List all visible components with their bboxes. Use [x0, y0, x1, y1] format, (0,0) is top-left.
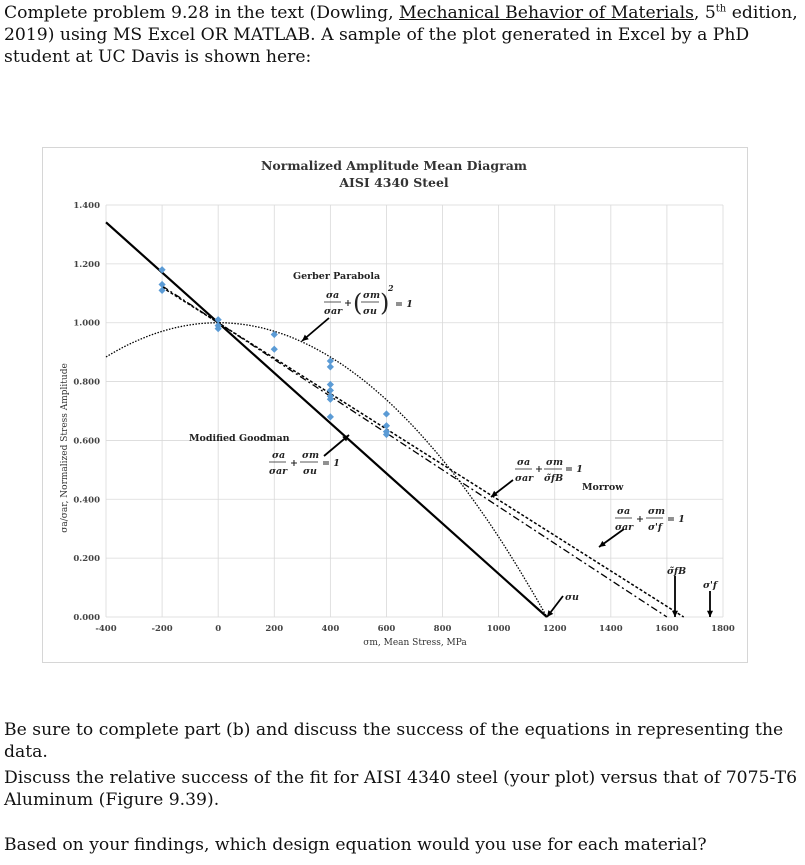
morrow-arrow-head: [599, 540, 606, 547]
morrow-eq-rhs: = 1: [667, 514, 685, 525]
gerber-arrow-head: [302, 334, 309, 341]
gerber-eq-exp: 2: [387, 283, 394, 293]
data-point: [326, 380, 334, 389]
gerber-eq-su: σu: [363, 306, 377, 317]
gerber-eq-rparen: ): [380, 289, 389, 317]
sigma-u-arrow-head: [547, 610, 554, 617]
goodman-eq-sa: σa: [272, 450, 285, 461]
morrow-eq-sar: σar: [615, 522, 634, 533]
x-tick-label: -400: [95, 624, 116, 634]
data-point: [270, 345, 278, 353]
goodman-arrow-head: [342, 435, 349, 442]
x-tick-label: 400: [321, 624, 339, 634]
intro-text-1: Complete problem 9.28 in the text (Dowli…: [4, 3, 400, 23]
gerber-eq-lparen: (: [353, 289, 362, 317]
sigma-f-arrow-head: [706, 610, 714, 617]
tick-layer: -400 -200 0 200 400 600 800 1000 1200 1400 1600 180…: [73, 201, 735, 634]
morrow-line: [161, 286, 685, 618]
problem-statement: Complete problem 9.28 in the text (Dowli…: [4, 2, 799, 68]
x-tick-label: 1400: [599, 624, 623, 634]
y-tick-label: 1.000: [73, 319, 100, 329]
sigma-fb-arrow-head: [671, 610, 679, 617]
gerber-eq-plus: +: [344, 298, 352, 309]
x-tick-label: 600: [378, 624, 396, 634]
arrow-layer: [301, 317, 714, 618]
morrow-eq-sa: σa: [617, 506, 630, 517]
grid-layer: [105, 204, 724, 618]
book-title: Mechanical Behavior of Materials: [399, 3, 694, 23]
morrow-label: Morrow: [582, 482, 624, 493]
goodman-line: [105, 221, 548, 618]
data-point: [326, 357, 334, 365]
chart-subtitle: AISI 4340 Steel: [338, 175, 449, 190]
sigma-fb-label: σ̃fB: [667, 566, 686, 577]
chart-title: Normalized Amplitude Mean Diagram: [261, 158, 527, 173]
curve-layer: [105, 221, 685, 618]
fb-eq-sm: σm: [546, 457, 563, 468]
data-point: [158, 280, 166, 289]
gerber-eq-rhs: = 1: [395, 299, 413, 310]
data-point: [270, 330, 278, 339]
y-tick-label: 0.600: [73, 436, 100, 446]
sigma-u-label: σu: [565, 592, 579, 603]
x-tick-label: 1000: [487, 624, 511, 634]
question-compare: Discuss the relative success of the fit …: [4, 768, 798, 810]
data-point: [382, 410, 391, 418]
y-tick-label: 0.800: [73, 378, 100, 388]
fb-arrow-head: [491, 490, 498, 497]
chart-figure: Normalized Amplitude Mean Diagram AISI 4…: [42, 147, 748, 663]
goodman-eq-plus: +: [290, 458, 298, 469]
goodman-eq-sm: σm: [302, 450, 319, 461]
x-tick-label: 200: [265, 624, 283, 634]
fb-eq-rhs: = 1: [565, 464, 583, 475]
data-point: [214, 316, 222, 324]
data-point: [326, 413, 334, 421]
morrow-eq-sm: σm: [648, 506, 665, 517]
intro-text-2: , 5: [693, 3, 716, 23]
sigma-f-label: σ'f: [703, 580, 719, 591]
fb-line: [161, 285, 668, 618]
fb-eq-sa: σa: [517, 457, 530, 468]
x-tick-label: -200: [151, 624, 172, 634]
data-point: [382, 422, 391, 430]
gerber-eq-sm: σm: [363, 290, 380, 301]
fb-eq-sar: σar: [515, 473, 534, 484]
y-tick-label: 1.200: [73, 260, 100, 270]
gerber-eq-sa: σa: [326, 290, 339, 301]
question-part-b: Be sure to complete part (b) and discuss…: [4, 720, 784, 762]
x-tick-label: 0: [215, 624, 221, 634]
goodman-eq-sar: σar: [269, 466, 288, 477]
fb-eq-sfb: σ̃fB: [544, 473, 563, 484]
y-tick-label: 1.400: [73, 201, 100, 211]
data-point: [158, 266, 166, 274]
y-tick-label: 0.000: [73, 613, 100, 623]
question-design: Based on your findings, which design equ…: [4, 835, 707, 855]
intro-text-3: edition, 2019) using MS Excel OR MATLAB.…: [4, 3, 798, 67]
gerber-label: Gerber Parabola: [293, 271, 380, 282]
y-axis-label: σa/σar, Normalized Stress Amplitude: [60, 363, 70, 533]
gerber-eq-sar: σar: [324, 306, 343, 317]
goodman-label: Modified Goodman: [189, 433, 290, 444]
morrow-eq-sf: σ'f: [648, 522, 664, 533]
x-tick-label: 1200: [543, 624, 567, 634]
fb-eq-plus: +: [535, 464, 543, 475]
data-point: [326, 363, 334, 371]
goodman-eq-rhs: = 1: [322, 458, 340, 469]
x-tick-label: 800: [434, 624, 452, 634]
morrow-eq-plus: +: [636, 514, 644, 525]
x-axis-label: σm, Mean Stress, MPa: [363, 638, 467, 648]
data-point: [326, 395, 334, 403]
x-tick-label: 1800: [711, 624, 735, 634]
gerber-curve: [105, 322, 548, 618]
goodman-eq-su: σu: [303, 466, 317, 477]
data-point: [382, 430, 391, 439]
edition-superscript: th: [715, 3, 727, 15]
x-tick-label: 1600: [655, 624, 679, 634]
amplitude-mean-chart: Normalized Amplitude Mean Diagram AISI 4…: [60, 158, 735, 648]
y-tick-label: 0.200: [73, 554, 100, 564]
y-tick-label: 0.400: [73, 495, 100, 505]
